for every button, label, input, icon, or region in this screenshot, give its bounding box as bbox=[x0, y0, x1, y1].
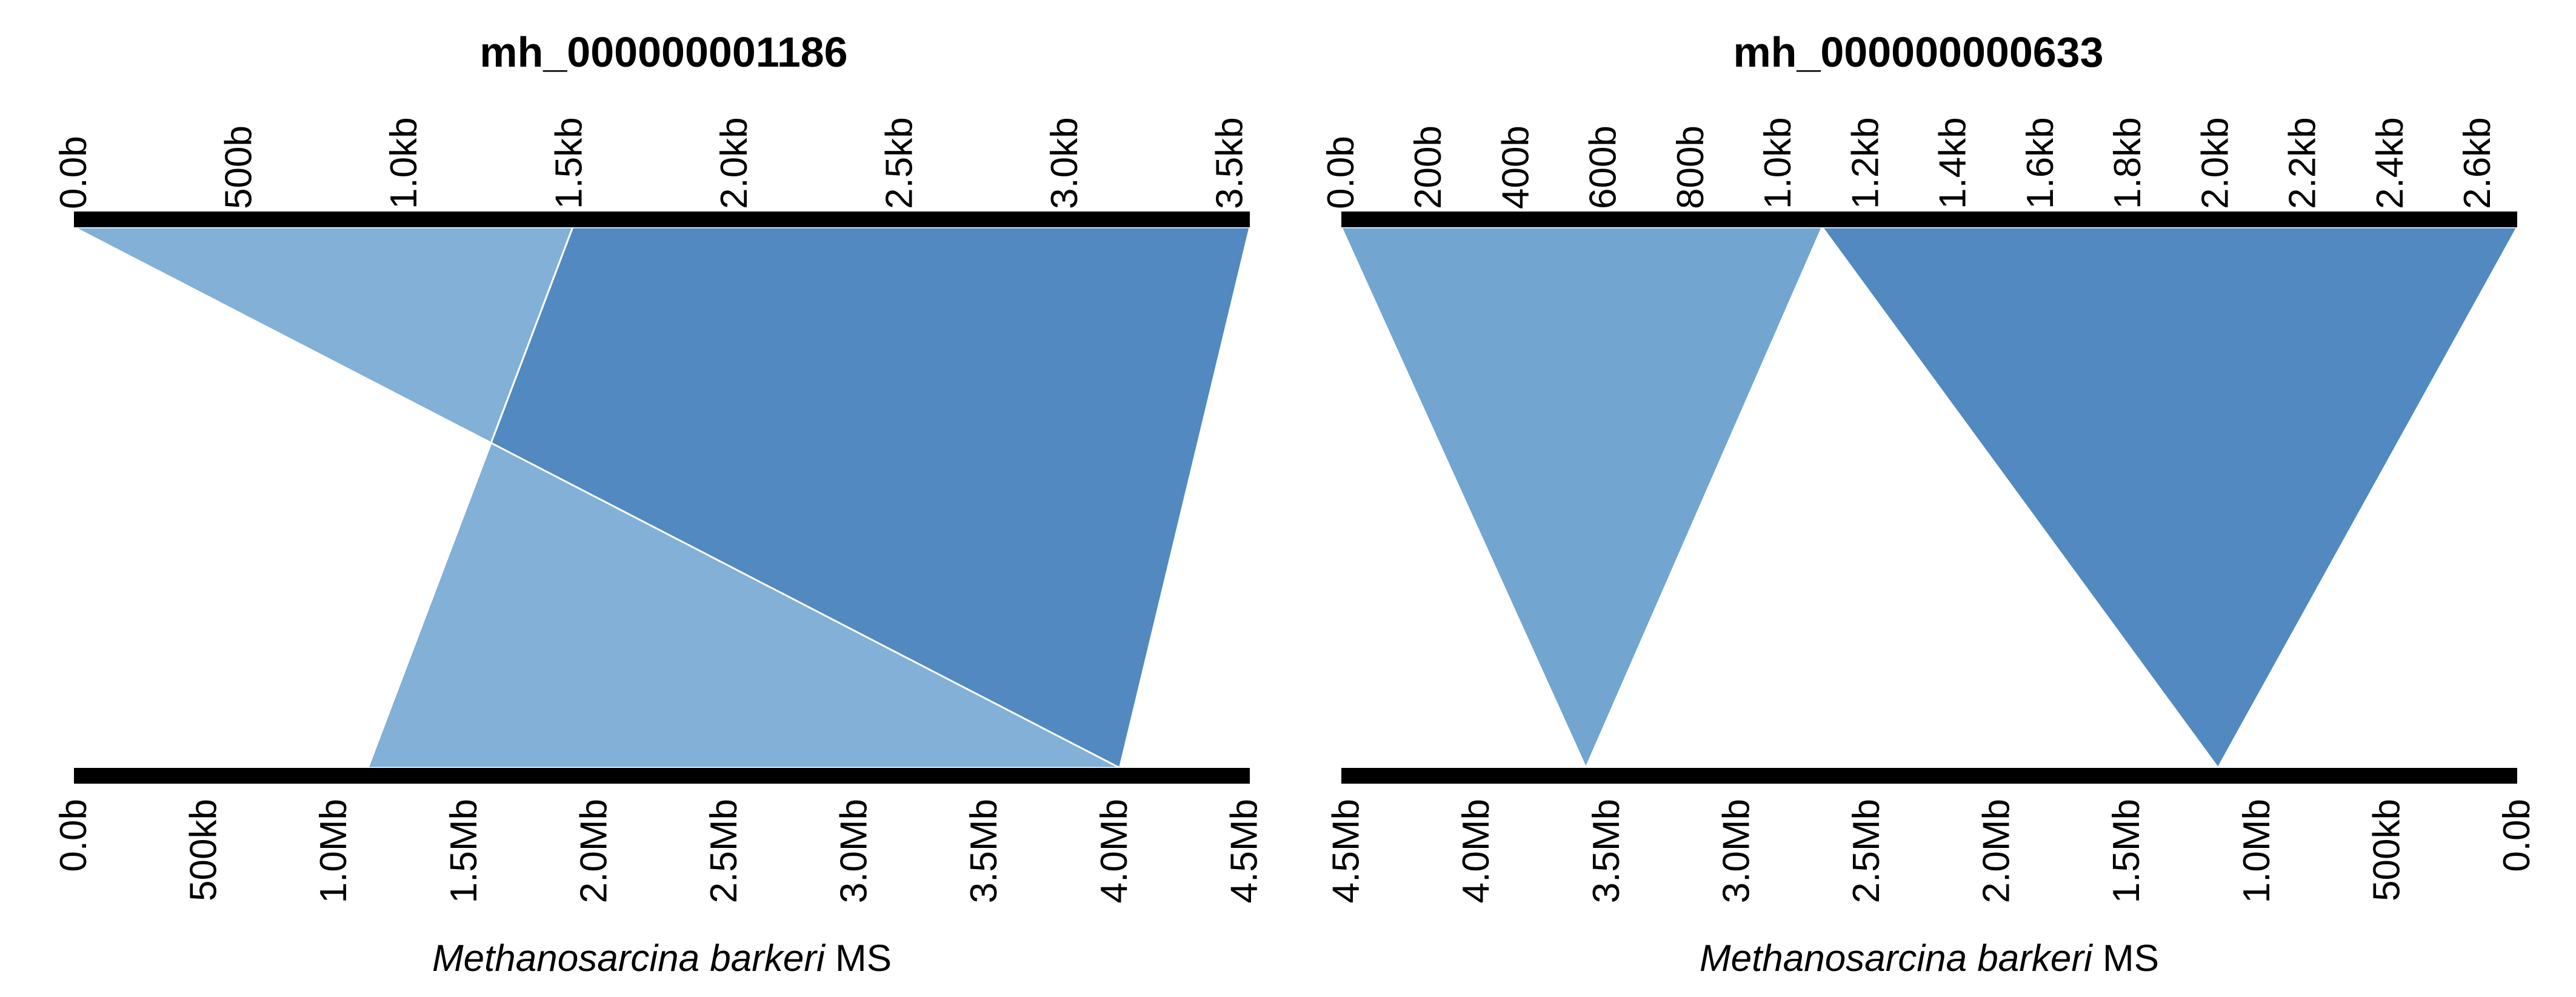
top-tick-label: 500b bbox=[218, 125, 259, 209]
synteny-panel-1: mh_000000001186 0.0b 500b 1.0kb 1.5kb 2.0kb 2.… bbox=[53, 28, 1265, 979]
bottom-tick-label: 500kb bbox=[2366, 799, 2407, 901]
top-tick-label: 2.2kb bbox=[2282, 117, 2324, 209]
bottom-tick-label: 1.5Mb bbox=[443, 799, 485, 903]
top-tick-label: 1.6kb bbox=[2020, 117, 2061, 209]
bottom-tick-label: 1.0Mb bbox=[2236, 799, 2278, 903]
bottom-tick-label: 1.0Mb bbox=[313, 799, 355, 903]
top-tick-label: 1.0kb bbox=[1757, 117, 1799, 209]
bottom-tick-label: 2.0Mb bbox=[573, 799, 615, 903]
top-tick-label: 2.4kb bbox=[2369, 117, 2411, 209]
top-tick-label: 2.5kb bbox=[878, 117, 920, 209]
bottom-tick-label: 0.0b bbox=[53, 799, 95, 872]
organism-label: Methanosarcina barkeri MS bbox=[432, 938, 892, 979]
organism-label: Methanosarcina barkeri MS bbox=[1700, 938, 2159, 979]
bottom-tick-label: 4.5Mb bbox=[1326, 799, 1367, 903]
organism-name: Methanosarcina barkeri bbox=[1700, 938, 2094, 979]
organism-name: Methanosarcina barkeri bbox=[432, 938, 826, 979]
reference-genome-bar bbox=[74, 768, 1250, 784]
chart-title: mh_000000000633 bbox=[1733, 28, 2103, 76]
top-tick-label: 0.0b bbox=[1320, 136, 1362, 209]
bottom-tick-label: 2.0Mb bbox=[1976, 799, 2018, 903]
top-tick-label: 1.2kb bbox=[1844, 117, 1886, 209]
top-tick-label: 800b bbox=[1670, 125, 1712, 209]
alignment-ribbon-2 bbox=[1821, 226, 2518, 769]
reference-genome-bar bbox=[1341, 768, 2517, 784]
bottom-tick-label: 2.5Mb bbox=[1846, 799, 1887, 903]
top-tick-label: 400b bbox=[1495, 125, 1537, 209]
synteny-panel-2: mh_000000000633 0.0b 200b 400b 600b 800b 1.0kb… bbox=[1320, 28, 2538, 979]
bottom-tick-label: 4.0Mb bbox=[1093, 799, 1135, 903]
bottom-tick-label: 3.0Mb bbox=[1715, 799, 1757, 903]
top-tick-label: 2.6kb bbox=[2457, 117, 2498, 209]
strain-name: MS bbox=[825, 938, 892, 979]
top-tick-label: 1.4kb bbox=[1932, 117, 1974, 209]
bottom-tick-label: 1.5Mb bbox=[2106, 799, 2147, 903]
bottom-tick-label: 4.5Mb bbox=[1223, 799, 1265, 903]
query-sequence-bar bbox=[1341, 212, 2517, 227]
query-sequence-bar bbox=[74, 212, 1250, 227]
alignment-ribbon-1 bbox=[1340, 226, 1823, 769]
bottom-tick-label: 3.5Mb bbox=[1586, 799, 1627, 903]
top-tick-label: 600b bbox=[1583, 125, 1624, 209]
bottom-tick-label: 3.5Mb bbox=[963, 799, 1005, 903]
top-tick-label: 1.5kb bbox=[548, 117, 590, 209]
top-tick-label: 2.0kb bbox=[713, 117, 755, 209]
top-tick-label: 1.0kb bbox=[383, 117, 425, 209]
bottom-tick-label: 2.5Mb bbox=[703, 799, 745, 903]
top-tick-label: 200b bbox=[1407, 125, 1449, 209]
chart-title: mh_000000001186 bbox=[479, 28, 847, 76]
top-tick-label: 3.0kb bbox=[1044, 117, 1086, 209]
top-tick-label: 2.0kb bbox=[2194, 117, 2236, 209]
top-tick-label: 3.5kb bbox=[1209, 117, 1250, 209]
bottom-tick-label: 0.0b bbox=[2496, 799, 2538, 872]
bottom-tick-label: 500kb bbox=[183, 799, 225, 901]
top-tick-label: 1.8kb bbox=[2107, 117, 2149, 209]
bottom-tick-label: 3.0Mb bbox=[833, 799, 875, 903]
top-tick-label: 0.0b bbox=[53, 136, 95, 209]
bottom-tick-label: 4.0Mb bbox=[1455, 799, 1497, 903]
strain-name: MS bbox=[2092, 938, 2159, 979]
